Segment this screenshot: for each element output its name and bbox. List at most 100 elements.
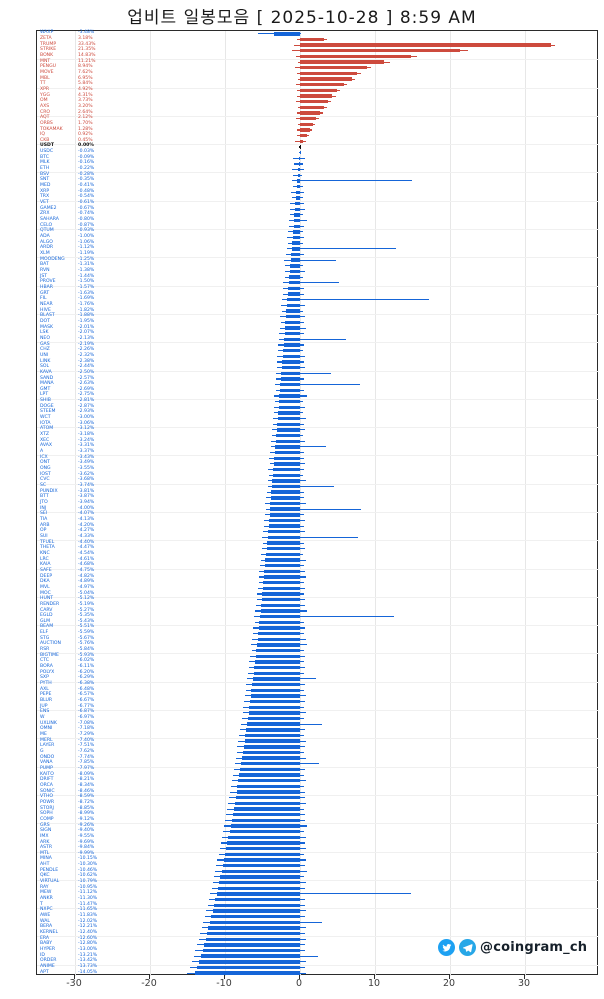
ticker-label: ATOM	[40, 426, 54, 432]
candle-body	[300, 71, 358, 76]
row-label: IMX -9.55%	[40, 834, 94, 840]
ticker-label: JTO	[40, 499, 48, 505]
candle-body	[211, 914, 300, 919]
ticker-label: VET	[40, 200, 49, 206]
candle-wick	[254, 616, 394, 618]
chart-row: TRUMP 33.43%	[37, 42, 599, 48]
row-label: LPT -2.75%	[40, 393, 94, 398]
candle-body	[300, 43, 551, 47]
chart-row: ONT -3.49%	[37, 461, 599, 467]
change-value: -0.48%	[78, 188, 95, 194]
change-value: -7.51%	[78, 743, 95, 749]
change-value: -7.08%	[78, 720, 95, 726]
candle-body	[274, 456, 300, 460]
horizontal-gridline	[37, 596, 599, 598]
candle-wick	[209, 893, 412, 895]
change-value: -4.33%	[78, 533, 95, 539]
ticker-label: BEAM	[40, 624, 54, 630]
row-label: ZETA 3.18%	[40, 36, 93, 42]
candle-body	[284, 326, 300, 330]
candle-body	[271, 490, 300, 494]
ticker-label: LSK	[40, 330, 49, 336]
x-tick-mark	[74, 975, 75, 979]
chart-row: KNC -4.54%	[37, 550, 599, 558]
change-value: 33.43%	[78, 41, 96, 47]
candle-body	[276, 433, 301, 438]
chart-row: MED -0.41%	[37, 183, 599, 190]
ticker-label: DKA	[40, 579, 50, 585]
row-label: NEAR -1.76%	[40, 302, 94, 308]
row-label: TRUMP 33.43%	[40, 41, 96, 48]
change-value: -2.81%	[78, 398, 95, 404]
change-value: -11.83%	[78, 913, 98, 919]
chart-row: IMX -9.55%	[37, 834, 599, 841]
ticker-label: COMP	[40, 816, 54, 822]
chart-row: YGG 4.31%	[37, 93, 599, 99]
chart-row: SAFE -4.75%	[37, 568, 599, 575]
chart-row: GRS -9.26%	[37, 823, 599, 829]
horizontal-gridline	[37, 851, 599, 853]
ticker-label: KNC	[40, 550, 50, 556]
candle-body	[295, 207, 300, 211]
ticker-label: ORDER	[40, 958, 57, 964]
horizontal-gridline	[37, 766, 599, 768]
row-label: SHIB -2.81%	[40, 399, 94, 404]
change-value: -3.06%	[78, 420, 95, 426]
candle-body	[269, 518, 300, 523]
candle-body	[263, 581, 300, 585]
ticker-label: JST	[40, 273, 48, 279]
candle-body	[300, 105, 324, 110]
candle-body	[278, 399, 300, 404]
change-value: 1.70%	[78, 120, 93, 126]
chart-row: PENGU 8.94%	[37, 65, 599, 71]
chart-row: MERL -7.40%	[37, 738, 599, 744]
change-value: -6.11%	[78, 664, 95, 670]
ticker-label: MANA	[40, 381, 54, 387]
change-value: 0.92%	[78, 132, 93, 138]
chart-row: SHIB -2.81%	[37, 399, 599, 405]
candle-body	[262, 592, 300, 596]
candle-body	[280, 377, 300, 381]
ticker-label: ALGO	[40, 239, 53, 245]
ticker-label: CARV	[40, 607, 53, 613]
chart-row: BSV -0.28%	[37, 172, 599, 178]
watermark-handle: @coingram_ch	[480, 940, 588, 955]
change-value: -5.04%	[78, 590, 95, 596]
ticker-label: QKC	[40, 873, 50, 879]
chart-row: LPT -2.75%	[37, 393, 599, 399]
candle-body	[289, 269, 300, 274]
ticker-label: MASK	[40, 324, 54, 330]
chart-row: CRO 2.64%	[37, 110, 599, 116]
candle-body	[256, 648, 300, 653]
horizontal-gridline	[37, 936, 599, 938]
candle-body	[227, 841, 300, 845]
plot-area: WAXP -3.48% ZETA 3.18% TRUMP 33.43% STRIKE 21.3…	[36, 30, 599, 976]
row-label: MOODENG -1.25%	[40, 257, 94, 263]
chart-row: HBAR -1.57%	[37, 285, 599, 292]
horizontal-gridline	[37, 511, 599, 513]
change-value: -2.50%	[78, 369, 95, 375]
candle-wick	[294, 163, 303, 165]
candle-body	[263, 575, 300, 579]
change-value: -8.34%	[78, 782, 95, 788]
change-value: -4.40%	[78, 539, 95, 545]
row-label: DKA -4.89%	[40, 580, 94, 585]
change-value: -5.59%	[78, 630, 95, 636]
row-label: ONT -3.49%	[40, 461, 94, 466]
change-value: -6.87%	[78, 709, 95, 715]
chart-row: JUP -6.77%	[37, 704, 599, 710]
change-value: -2.32%	[78, 352, 95, 358]
chart-row: AXL -6.48%	[37, 687, 599, 693]
candle-body	[230, 824, 301, 828]
change-value: -0.35%	[78, 177, 95, 183]
chart-row: MNT 11.21%	[37, 59, 599, 65]
candle-body	[296, 190, 300, 194]
row-label: DOGE -2.87%	[40, 404, 94, 410]
x-tick-label: 30	[517, 978, 531, 989]
row-label: BTC -0.09%	[40, 155, 94, 161]
change-value: -7.62%	[78, 748, 95, 754]
candle-body	[295, 201, 300, 206]
change-value: -0.61%	[78, 200, 95, 206]
row-label: WAL -12.02%	[40, 919, 97, 925]
chart-row: A -3.37%	[37, 449, 599, 456]
